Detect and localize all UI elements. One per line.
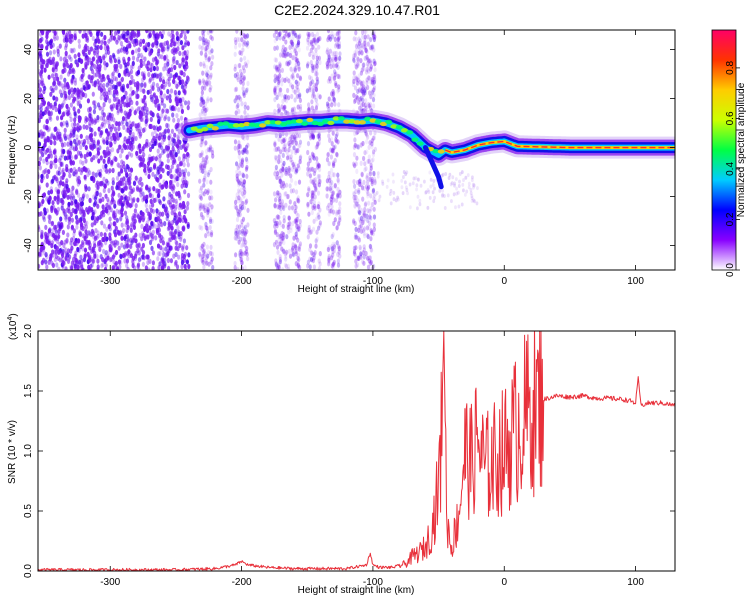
x-tick-label: 0: [501, 577, 507, 588]
snr-plot-area: [38, 331, 675, 571]
y-tick-label: 1.0: [23, 444, 34, 458]
y-tick-label: -40: [23, 238, 34, 253]
colorbar-tick-label: 0.6: [725, 111, 736, 125]
spectrogram-noise: [38, 30, 479, 270]
spectrogram-x-ticks: -300 -200 -100 0 100: [100, 30, 644, 287]
x-tick-label: -300: [100, 577, 120, 588]
colorbar: 0.0 0.2 0.4 0.6 0.8 Normalized spectral ampl…: [711, 29, 747, 277]
colorbar-tick-label: 0.0: [725, 263, 736, 277]
x-tick-label: -200: [232, 276, 252, 287]
spectrogram-drip: [422, 145, 444, 190]
spectrogram-panel: -300 -200 -100 0 100 40 20 0 -20 -40 Height of s…: [7, 29, 676, 295]
y-tick-label: 2.0: [23, 324, 34, 338]
snr-panel: -300 -200 -100 0 100 0.00.51.01.52.0 (x104) …: [7, 313, 676, 596]
colorbar-tick-label: 0.4: [725, 162, 736, 176]
colorbar-tick-label: 0.2: [725, 212, 736, 226]
y-tick-label: 0.0: [23, 564, 34, 578]
spectrogram-core: [190, 116, 675, 154]
snr-frame: [37, 330, 676, 572]
spectrogram-frame: [37, 29, 676, 271]
y-tick-label: 40: [23, 44, 34, 56]
x-tick-label: -300: [100, 276, 120, 287]
x-tick-label: -200: [232, 577, 252, 588]
x-tick-label: 100: [627, 276, 644, 287]
snr-multiplier: (x104): [7, 313, 19, 340]
y-tick-label: -20: [23, 189, 34, 204]
spectrogram-x-axis-label: Height of straight line (km): [298, 284, 415, 295]
spectrogram-plot-area: [38, 30, 675, 270]
snr-x-ticks: -300 -200 -100 0 100: [100, 331, 644, 588]
snr-x-axis-label: Height of straight line (km): [298, 585, 415, 596]
y-tick-label: 0.5: [23, 504, 34, 518]
snr-series-line: [38, 331, 675, 571]
snr-y-ticks: 0.0 0.5 1.0 1.5 2.0: [23, 324, 675, 578]
y-tick-label: 0: [23, 144, 34, 150]
colorbar-label: Normalized spectral amplitude: [736, 82, 747, 217]
x-tick-label: -100: [363, 577, 383, 588]
snr-multiplier-exp: 4: [7, 317, 14, 321]
spectrogram-y-axis-label: Frequency (Hz): [7, 116, 18, 185]
figure-title: C2E2.2024.329.10.47.R01: [274, 2, 440, 18]
colorbar-ticks: 0.0 0.2 0.4 0.6 0.8: [725, 61, 740, 277]
snr-multiplier-base: (x10: [8, 320, 19, 340]
x-tick-label: 100: [627, 577, 644, 588]
y-tick-label: 1.5: [23, 384, 34, 398]
snr-multiplier-close: ): [8, 313, 19, 316]
x-tick-label: 0: [501, 276, 507, 287]
x-tick-label: -100: [363, 276, 383, 287]
colorbar-tick-label: 0.8: [725, 61, 736, 75]
colorbar-gradient: [711, 29, 737, 271]
snr-y-axis-label: SNR (10 * v/v): [7, 420, 18, 484]
spectrogram-y-ticks: 40 20 0 -20 -40: [23, 44, 675, 253]
y-tick-label: 20: [23, 93, 34, 105]
